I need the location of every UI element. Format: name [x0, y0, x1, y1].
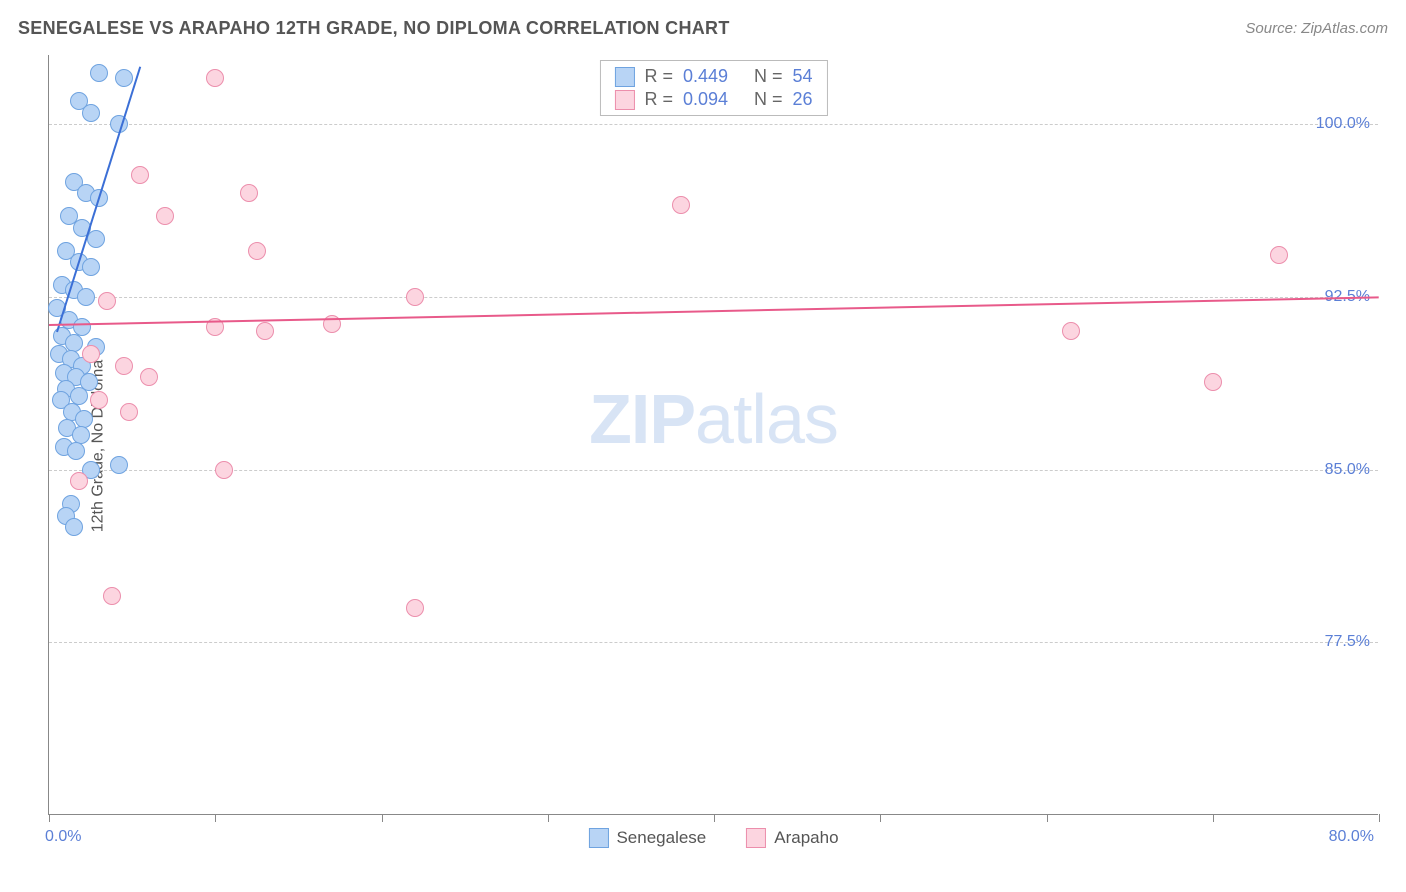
- stats-legend-row: R = 0.094 N = 26: [614, 88, 812, 111]
- x-tick: [382, 814, 383, 822]
- data-point: [156, 207, 174, 225]
- legend-item: Arapaho: [746, 828, 838, 848]
- x-tick: [714, 814, 715, 822]
- watermark-zip: ZIP: [589, 380, 695, 458]
- data-point: [77, 288, 95, 306]
- stat-n-label: N =: [754, 66, 783, 87]
- legend-swatch: [746, 828, 766, 848]
- x-axis-min-label: 0.0%: [45, 828, 81, 846]
- legend-item: Senegalese: [588, 828, 706, 848]
- data-point: [90, 64, 108, 82]
- scatter-chart: ZIPatlas R =0.449N =54R =0.094N =26 0.0%…: [48, 55, 1378, 815]
- y-tick-label: 100.0%: [1316, 115, 1370, 133]
- y-gridline: [49, 297, 1378, 298]
- data-point: [103, 587, 121, 605]
- data-point: [672, 196, 690, 214]
- x-axis-max-label: 80.0%: [1329, 828, 1374, 846]
- source-prefix: Source:: [1245, 20, 1301, 37]
- data-point: [115, 69, 133, 87]
- data-point: [1062, 322, 1080, 340]
- chart-header: SENEGALESE VS ARAPAHO 12TH GRADE, NO DIP…: [18, 18, 1388, 39]
- data-point: [115, 357, 133, 375]
- data-point: [82, 104, 100, 122]
- legend-swatch: [614, 90, 634, 110]
- data-point: [75, 410, 93, 428]
- data-point: [248, 242, 266, 260]
- y-tick-label: 85.0%: [1325, 461, 1370, 479]
- data-point: [140, 368, 158, 386]
- data-point: [131, 166, 149, 184]
- data-point: [67, 442, 85, 460]
- data-point: [256, 322, 274, 340]
- x-tick: [215, 814, 216, 822]
- data-point: [120, 403, 138, 421]
- y-gridline: [49, 642, 1378, 643]
- data-point: [1204, 373, 1222, 391]
- data-point: [1270, 246, 1288, 264]
- watermark-atlas: atlas: [695, 380, 838, 458]
- x-tick: [1379, 814, 1380, 822]
- data-point: [70, 472, 88, 490]
- data-point: [90, 391, 108, 409]
- source-attribution: Source: ZipAtlas.com: [1245, 20, 1388, 37]
- legend-label: Arapaho: [774, 828, 838, 848]
- data-point: [406, 288, 424, 306]
- x-tick: [548, 814, 549, 822]
- legend-swatch: [614, 67, 634, 87]
- correlation-stats-legend: R = 0.449 N = 54 R = 0.094 N = 26: [599, 60, 827, 116]
- data-point: [98, 292, 116, 310]
- x-tick: [1047, 814, 1048, 822]
- data-point: [65, 334, 83, 352]
- x-tick: [1213, 814, 1214, 822]
- series-legend: Senegalese Arapaho: [588, 828, 838, 848]
- data-point: [65, 518, 83, 536]
- y-tick-label: 77.5%: [1325, 633, 1370, 651]
- stats-legend-row: R = 0.449 N = 54: [614, 65, 812, 88]
- watermark-text: ZIPatlas: [589, 379, 838, 459]
- x-tick: [49, 814, 50, 822]
- y-gridline: [49, 124, 1378, 125]
- y-gridline: [49, 470, 1378, 471]
- stat-r-value: 0.449: [683, 66, 728, 87]
- legend-label: Senegalese: [616, 828, 706, 848]
- data-point: [406, 599, 424, 617]
- data-point: [82, 258, 100, 276]
- x-tick: [880, 814, 881, 822]
- data-point: [82, 345, 100, 363]
- stat-n-label: N =: [754, 89, 783, 110]
- chart-title: SENEGALESE VS ARAPAHO 12TH GRADE, NO DIP…: [18, 18, 730, 39]
- trend-line: [56, 67, 141, 332]
- data-point: [87, 230, 105, 248]
- data-point: [73, 318, 91, 336]
- data-point: [206, 69, 224, 87]
- data-point: [240, 184, 258, 202]
- legend-swatch: [588, 828, 608, 848]
- trend-line: [49, 297, 1379, 327]
- stat-r-value: 0.094: [683, 89, 728, 110]
- stat-n-value: 54: [793, 66, 813, 87]
- stat-n-value: 26: [793, 89, 813, 110]
- stat-r-label: R =: [644, 66, 673, 87]
- stat-r-label: R =: [644, 89, 673, 110]
- source-name: ZipAtlas.com: [1301, 20, 1388, 37]
- data-point: [110, 456, 128, 474]
- data-point: [215, 461, 233, 479]
